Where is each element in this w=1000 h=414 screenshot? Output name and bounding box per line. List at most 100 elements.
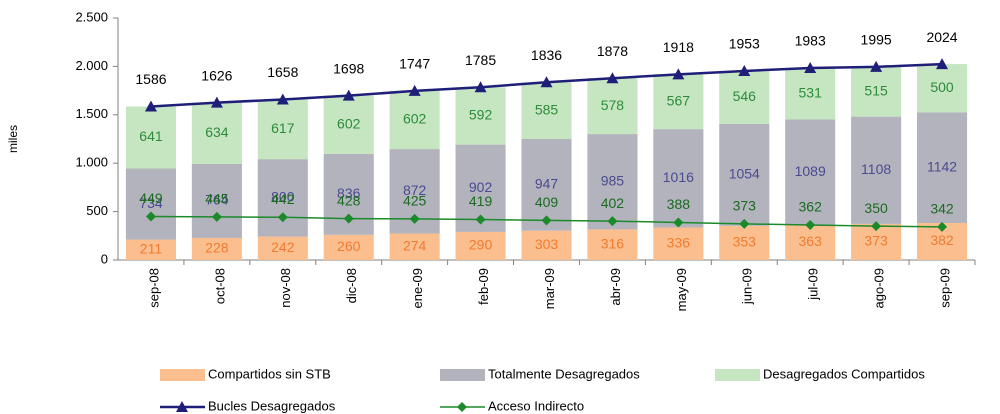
data-label: 428 (337, 192, 361, 208)
x-tick-label: nov-08 (278, 268, 293, 308)
legend-swatch (160, 369, 205, 381)
data-label: 228 (205, 240, 229, 256)
line-marker (871, 221, 882, 232)
data-label: 634 (205, 124, 229, 140)
data-label: 985 (601, 172, 625, 188)
line-marker (409, 213, 420, 224)
data-label: 1953 (729, 36, 760, 52)
line-marker (210, 96, 223, 108)
line-marker (804, 62, 817, 74)
line-marker (474, 81, 487, 93)
bar-segment (257, 99, 308, 160)
data-label: 1995 (861, 32, 892, 48)
x-tick-label: oct-08 (212, 268, 227, 304)
data-label: 290 (469, 237, 493, 253)
data-label: 1089 (795, 163, 826, 179)
data-label: 602 (337, 115, 361, 131)
data-label: 442 (271, 191, 295, 207)
line-marker (606, 72, 619, 84)
bar-segment (653, 227, 704, 260)
data-label: 500 (930, 79, 954, 95)
bar-segment (851, 116, 902, 224)
data-label: 1054 (729, 166, 760, 182)
data-label: 363 (799, 233, 823, 249)
bar-segment (719, 123, 770, 226)
line-marker (475, 214, 486, 225)
x-tick-label: jul-09 (806, 268, 821, 301)
bar-segment (521, 82, 572, 139)
x-tick-label: mar-09 (542, 268, 557, 309)
bar-segment (521, 230, 572, 260)
data-label: 1983 (795, 33, 826, 49)
data-label: 641 (139, 128, 163, 144)
bar-segment (125, 239, 177, 260)
line-marker (607, 216, 618, 227)
bar-segment (521, 139, 572, 231)
data-label: 567 (667, 92, 691, 108)
x-tick-label: dic-08 (344, 268, 359, 303)
bar-segment (587, 78, 638, 135)
bar-segment (719, 225, 770, 260)
line-marker (541, 215, 552, 226)
legend-label: Desagregados Compartidos (763, 366, 925, 381)
line-marker (408, 84, 421, 96)
bar-segment (653, 74, 704, 130)
data-label: 1108 (861, 161, 891, 177)
bar-segment (125, 106, 177, 169)
line-marker (145, 211, 156, 222)
y-tick-label: 0 (101, 251, 108, 266)
data-label: 303 (535, 236, 559, 252)
data-label: 388 (667, 196, 691, 212)
y-tick-label: 500 (86, 203, 108, 218)
x-tick-label: ago-09 (872, 268, 887, 308)
data-label: 342 (930, 201, 954, 217)
data-label: 419 (469, 193, 493, 209)
data-label: 800 (271, 189, 295, 205)
data-label: 336 (667, 234, 691, 250)
data-label: 409 (535, 194, 559, 210)
bar-segment (719, 70, 770, 124)
data-label: 836 (337, 185, 361, 201)
data-label: 1016 (663, 169, 694, 185)
y-tick-label: 1.500 (75, 106, 108, 121)
bar-segment (389, 90, 440, 150)
bar-segment (455, 87, 506, 145)
y-axis-label: miles (6, 125, 20, 153)
data-label: 362 (799, 199, 823, 215)
bar-segment (455, 231, 506, 260)
data-label: 316 (601, 235, 625, 251)
data-label: 350 (864, 200, 888, 216)
line-marker (739, 218, 750, 229)
bar-segment (785, 119, 836, 225)
data-label: 425 (403, 193, 427, 209)
bar-segment (653, 129, 704, 228)
data-label: 1918 (663, 39, 694, 55)
line-marker (870, 60, 883, 72)
bar-segment (587, 134, 638, 230)
line-marker (276, 93, 289, 105)
bar-segment (389, 233, 440, 260)
bar-segment (587, 229, 638, 260)
data-label: 902 (469, 179, 493, 195)
data-label: 373 (733, 198, 757, 214)
data-label: 445 (205, 191, 229, 207)
data-label: 353 (733, 234, 757, 250)
x-tick-label: jun-09 (740, 268, 755, 305)
data-label: 734 (139, 195, 163, 211)
data-label: 1142 (927, 158, 957, 174)
legend-marker (176, 401, 188, 412)
data-label: 872 (403, 182, 427, 198)
legend-swatch (715, 369, 760, 381)
y-tick-label: 2.500 (75, 9, 108, 24)
data-label: 449 (139, 190, 163, 206)
data-label: 242 (271, 239, 295, 255)
data-label: 402 (601, 195, 625, 211)
data-label: 602 (403, 111, 427, 127)
data-label: 1586 (135, 71, 166, 87)
bar-segment (785, 224, 836, 260)
data-label: 382 (930, 232, 954, 248)
line-marker (144, 100, 157, 112)
bar-segment (323, 95, 374, 154)
line-marker (540, 76, 553, 88)
